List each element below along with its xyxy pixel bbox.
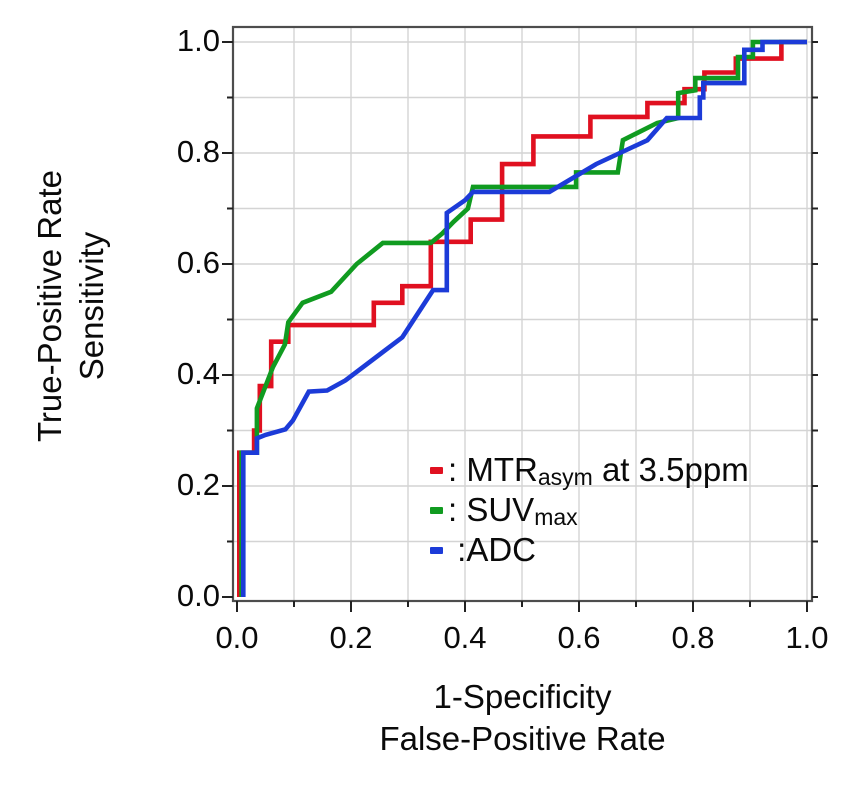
y-tick-label: 0.2 <box>176 467 220 502</box>
legend-label: SUV <box>466 491 535 528</box>
legend-sep: : <box>448 491 467 528</box>
y-axis-title-line2: Sensitivity <box>73 231 110 381</box>
legend-label: ADC <box>466 531 537 568</box>
y-tick-label: 0.6 <box>176 245 220 280</box>
suv-max-dash-icon <box>430 506 443 514</box>
roc-curve-adc <box>241 39 807 597</box>
y-tick-label: 0.8 <box>176 134 220 169</box>
x-axis-title-line1: 1-Specificity <box>433 678 612 715</box>
y-tick-label: 0.0 <box>176 578 220 613</box>
x-tick-label: 0.8 <box>671 620 715 655</box>
x-tick-label: 1.0 <box>785 620 829 655</box>
adc-dash-icon <box>430 546 443 554</box>
x-tick-label: 0.6 <box>557 620 601 655</box>
x-tick-label: 0.2 <box>329 620 373 655</box>
legend-sep: : <box>448 451 467 488</box>
legend-sep: : <box>448 531 467 568</box>
x-tick-label: 0.4 <box>443 620 487 655</box>
y-tick-label: 0.4 <box>176 356 220 391</box>
y-axis-title-line1: True-Positive Rate <box>31 169 68 443</box>
legend-label: MTR <box>466 451 538 488</box>
y-tick-label: 1.0 <box>176 23 220 58</box>
x-tick-label: 0.0 <box>215 620 259 655</box>
legend: : MTR asym at 3.5ppm : SUV max : ADC <box>430 450 749 570</box>
legend-item-adc: : ADC <box>430 530 749 570</box>
legend-label-subscript: max <box>534 503 578 530</box>
legend-label-suffix: at 3.5ppm <box>592 451 749 488</box>
legend-label-subscript: asym <box>537 463 593 490</box>
legend-item-mtr-asym: : MTR asym at 3.5ppm <box>430 450 749 490</box>
legend-item-suv-max: : SUV max <box>430 490 749 530</box>
mtr-asym-dash-icon <box>430 466 443 474</box>
x-axis-title-line2: False-Positive Rate <box>379 720 666 757</box>
